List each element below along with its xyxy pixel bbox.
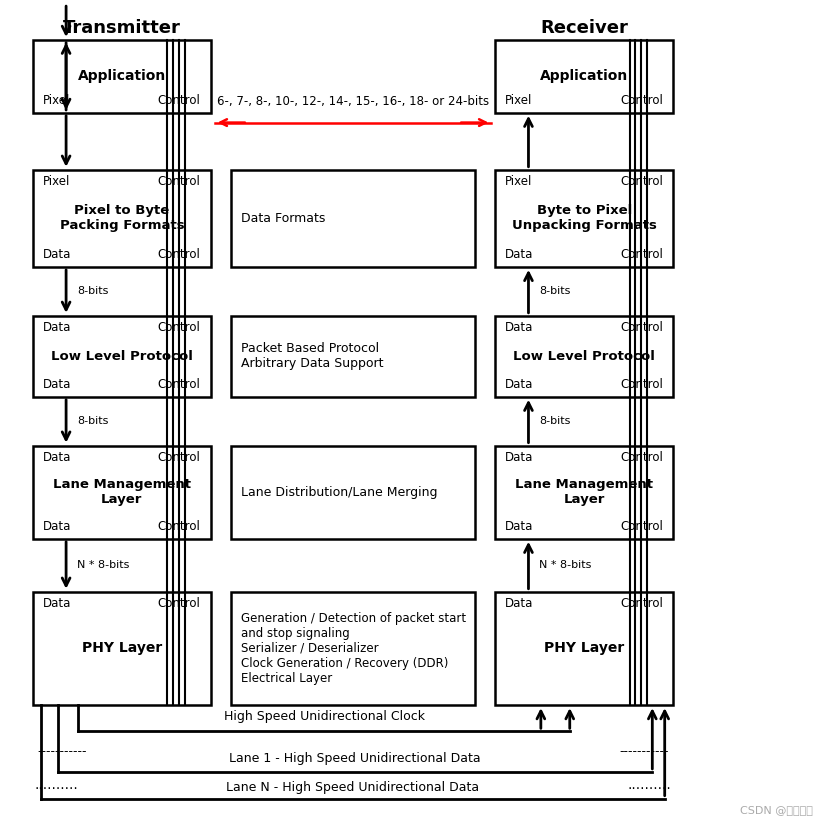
Text: Control: Control bbox=[620, 379, 663, 391]
Text: Data: Data bbox=[505, 249, 534, 262]
Text: Low Level Protocol: Low Level Protocol bbox=[513, 350, 656, 363]
Text: Control: Control bbox=[158, 451, 201, 464]
Text: Receiver: Receiver bbox=[540, 19, 628, 36]
Text: Control: Control bbox=[620, 94, 663, 107]
Text: PHY Layer: PHY Layer bbox=[82, 641, 162, 655]
Text: Control: Control bbox=[158, 379, 201, 391]
Text: 8-bits: 8-bits bbox=[77, 286, 108, 296]
Text: Control: Control bbox=[158, 597, 201, 611]
Text: 8-bits: 8-bits bbox=[540, 286, 570, 296]
Text: N * 8-bits: N * 8-bits bbox=[540, 560, 591, 570]
Text: Data: Data bbox=[43, 451, 72, 464]
Text: Lane N - High Speed Unidirectional Data: Lane N - High Speed Unidirectional Data bbox=[227, 781, 480, 793]
Bar bbox=[33, 316, 210, 397]
Bar bbox=[33, 592, 210, 705]
Bar bbox=[495, 592, 673, 705]
Text: Data: Data bbox=[43, 597, 72, 611]
Text: Pixel: Pixel bbox=[43, 175, 70, 188]
Text: -----------: ----------- bbox=[620, 745, 669, 758]
Text: CSDN @硬码农二: CSDN @硬码农二 bbox=[741, 805, 813, 815]
Text: 6-, 7-, 8-, 10-, 12-, 14-, 15-, 16-, 18- or 24-bits: 6-, 7-, 8-, 10-, 12-, 14-, 15-, 16-, 18-… bbox=[217, 95, 489, 108]
Bar bbox=[231, 316, 475, 397]
Bar bbox=[231, 170, 475, 267]
Text: Control: Control bbox=[158, 249, 201, 262]
Text: Data: Data bbox=[43, 379, 72, 391]
Text: Data: Data bbox=[43, 322, 72, 334]
Bar bbox=[495, 445, 673, 539]
Text: Control: Control bbox=[158, 322, 201, 334]
Text: 8-bits: 8-bits bbox=[540, 416, 570, 426]
Text: Control: Control bbox=[158, 94, 201, 107]
Text: ..........: .......... bbox=[627, 778, 671, 792]
Text: Data: Data bbox=[505, 379, 534, 391]
Text: Control: Control bbox=[620, 175, 663, 188]
Text: Pixel: Pixel bbox=[505, 175, 533, 188]
Text: Byte to Pixel
Unpacking Formats: Byte to Pixel Unpacking Formats bbox=[512, 204, 656, 232]
Text: Transmitter: Transmitter bbox=[63, 19, 181, 36]
Text: Data: Data bbox=[505, 520, 534, 533]
Text: Pixel to Byte
Packing Formats: Pixel to Byte Packing Formats bbox=[59, 204, 184, 232]
Text: Application: Application bbox=[78, 69, 166, 83]
Text: Control: Control bbox=[158, 175, 201, 188]
Text: Data: Data bbox=[43, 249, 72, 262]
Text: Lane Distribution/Lane Merging: Lane Distribution/Lane Merging bbox=[241, 486, 438, 499]
Bar bbox=[33, 170, 210, 267]
Text: Packet Based Protocol
Arbitrary Data Support: Packet Based Protocol Arbitrary Data Sup… bbox=[241, 342, 384, 370]
Text: Control: Control bbox=[620, 249, 663, 262]
Text: Control: Control bbox=[620, 597, 663, 611]
Bar bbox=[33, 40, 210, 113]
Text: Pixel: Pixel bbox=[43, 94, 70, 107]
Bar bbox=[495, 40, 673, 113]
Text: Data: Data bbox=[505, 597, 534, 611]
Text: Data Formats: Data Formats bbox=[241, 212, 325, 225]
Text: Generation / Detection of packet start
and stop signaling
Serializer / Deseriali: Generation / Detection of packet start a… bbox=[241, 612, 466, 685]
Text: Control: Control bbox=[620, 451, 663, 464]
Text: 8-bits: 8-bits bbox=[77, 416, 108, 426]
Text: Application: Application bbox=[540, 69, 628, 83]
Text: Pixel: Pixel bbox=[505, 94, 533, 107]
Bar bbox=[495, 316, 673, 397]
Text: High Speed Unidirectional Clock: High Speed Unidirectional Clock bbox=[224, 710, 425, 723]
Text: Data: Data bbox=[43, 520, 72, 533]
Text: -----------: ----------- bbox=[38, 745, 87, 758]
Bar bbox=[33, 445, 210, 539]
Text: Low Level Protocol: Low Level Protocol bbox=[51, 350, 193, 363]
Text: PHY Layer: PHY Layer bbox=[544, 641, 625, 655]
Text: Data: Data bbox=[505, 451, 534, 464]
Text: Control: Control bbox=[158, 520, 201, 533]
Text: Lane Management
Layer: Lane Management Layer bbox=[515, 478, 653, 506]
Text: Control: Control bbox=[620, 322, 663, 334]
Text: ..........: .......... bbox=[35, 778, 78, 792]
Bar bbox=[495, 170, 673, 267]
Bar bbox=[231, 445, 475, 539]
Text: Control: Control bbox=[620, 520, 663, 533]
Text: N * 8-bits: N * 8-bits bbox=[77, 560, 129, 570]
Text: Lane 1 - High Speed Unidirectional Data: Lane 1 - High Speed Unidirectional Data bbox=[229, 752, 481, 765]
Text: Data: Data bbox=[505, 322, 534, 334]
Text: Lane Management
Layer: Lane Management Layer bbox=[53, 478, 191, 506]
Bar bbox=[231, 592, 475, 705]
